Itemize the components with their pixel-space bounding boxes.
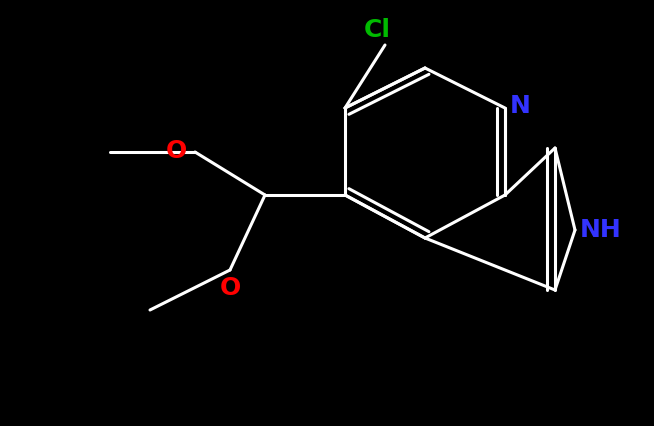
Text: N: N (510, 94, 531, 118)
Text: O: O (219, 276, 241, 300)
Text: O: O (166, 139, 187, 163)
Text: Cl: Cl (364, 18, 390, 42)
Text: NH: NH (580, 218, 622, 242)
